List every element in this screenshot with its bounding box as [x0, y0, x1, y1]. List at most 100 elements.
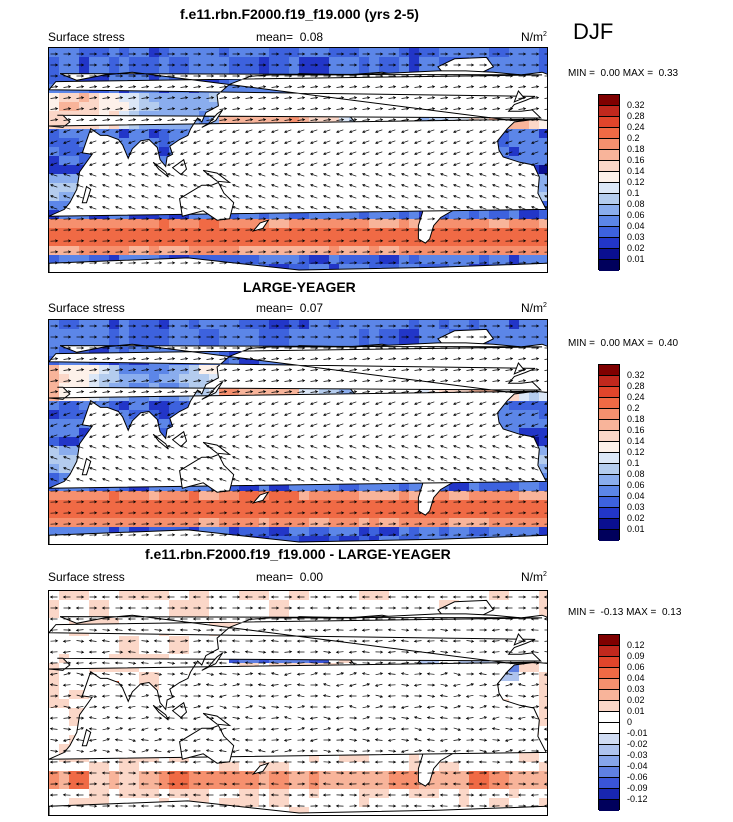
stress-vector: [219, 96, 228, 100]
field-cell: [189, 48, 200, 58]
stress-vector: [492, 478, 500, 482]
stress-vector: [63, 434, 71, 438]
stress-vector: [349, 151, 357, 155]
field-cell: [479, 591, 490, 601]
stress-vector: [388, 533, 397, 537]
stress-vector: [388, 423, 396, 427]
field-cell: [499, 329, 510, 339]
field-cell: [519, 329, 530, 339]
stress-vector: [466, 522, 475, 526]
stress-vector: [89, 511, 98, 515]
stress-vector: [518, 445, 526, 449]
field-cell: [179, 500, 190, 510]
field-cell: [99, 66, 110, 76]
field-cell: [459, 482, 470, 492]
stress-vector: [102, 184, 110, 188]
stress-vector: [362, 140, 370, 144]
stress-vector: [362, 162, 370, 166]
colorbar-swatch: [599, 128, 619, 139]
field-cell: [399, 600, 410, 610]
field-cell: [119, 645, 130, 655]
stress-vector: [336, 129, 344, 133]
field-cell: [79, 129, 90, 139]
panel-2-mean: mean= 0.07: [256, 301, 324, 315]
field-cell: [49, 374, 60, 384]
field-cell: [429, 255, 440, 265]
field-cell: [419, 329, 430, 339]
field-cell: [49, 591, 60, 601]
stress-vector: [440, 511, 449, 515]
stress-vector: [50, 368, 59, 372]
field-cell: [49, 419, 60, 429]
stress-vector: [323, 96, 332, 100]
stress-vector: [336, 184, 344, 188]
field-cell: [189, 600, 200, 610]
colorbar-swatch: [599, 398, 619, 409]
field-cell: [89, 66, 100, 76]
stress-vector: [544, 523, 547, 525]
stress-vector: [245, 390, 254, 394]
stress-vector: [258, 467, 266, 471]
stress-vector: [76, 96, 85, 100]
field-cell: [179, 320, 190, 330]
field-cell: [289, 338, 300, 348]
stress-vector: [193, 357, 202, 361]
stress-vector: [102, 96, 111, 100]
field-cell: [339, 527, 350, 537]
field-cell: [399, 500, 410, 510]
stress-vector: [141, 228, 150, 232]
field-cell: [379, 255, 390, 265]
colorbar-swatch: [599, 260, 619, 271]
stress-vector: [128, 195, 136, 199]
stress-vector: [349, 401, 357, 405]
field-cell: [279, 48, 290, 58]
field-cell: [439, 255, 450, 265]
stress-vector: [440, 368, 449, 372]
stress-vector: [336, 456, 344, 460]
stress-vector: [297, 368, 306, 372]
field-cell: [439, 329, 450, 339]
stress-vector: [531, 217, 540, 221]
stress-vector: [336, 368, 345, 372]
field-cell: [389, 320, 400, 330]
stress-vector: [375, 511, 384, 515]
field-cell: [429, 591, 440, 601]
field-cell: [329, 57, 340, 67]
field-cell: [259, 338, 270, 348]
field-cell: [79, 410, 90, 420]
stress-vector: [401, 63, 410, 67]
field-cell: [159, 48, 170, 58]
field-cell: [199, 329, 210, 339]
stress-vector: [388, 445, 396, 449]
stress-vector: [544, 325, 547, 327]
stress-vector: [453, 445, 461, 449]
stress-vector: [167, 434, 175, 438]
colorbar-label: 0.24: [627, 392, 645, 402]
stress-vector: [297, 401, 305, 405]
field-cell: [539, 237, 547, 247]
field-cell: [59, 509, 70, 519]
field-cell: [79, 255, 90, 265]
field-cell: [409, 246, 420, 256]
colorbar-swatch: [599, 117, 619, 128]
field-cell: [229, 246, 240, 256]
field-cell: [69, 183, 80, 193]
stress-vector: [180, 423, 188, 427]
stress-vector: [349, 129, 357, 133]
field-cell: [339, 500, 350, 510]
field-cell: [299, 591, 310, 601]
stress-vector: [141, 456, 149, 460]
field-cell: [99, 329, 110, 339]
stress-vector: [154, 467, 162, 471]
field-cell: [239, 320, 250, 330]
stress-vector: [193, 63, 202, 67]
field-cell: [319, 609, 330, 619]
stress-vector: [349, 217, 358, 221]
field-cell: [399, 228, 410, 238]
stress-vector: [245, 522, 254, 526]
field-cell: [139, 365, 150, 375]
stress-vector: [297, 456, 305, 460]
stress-vector: [505, 533, 514, 537]
field-cell: [349, 329, 360, 339]
stress-vector: [349, 412, 357, 416]
